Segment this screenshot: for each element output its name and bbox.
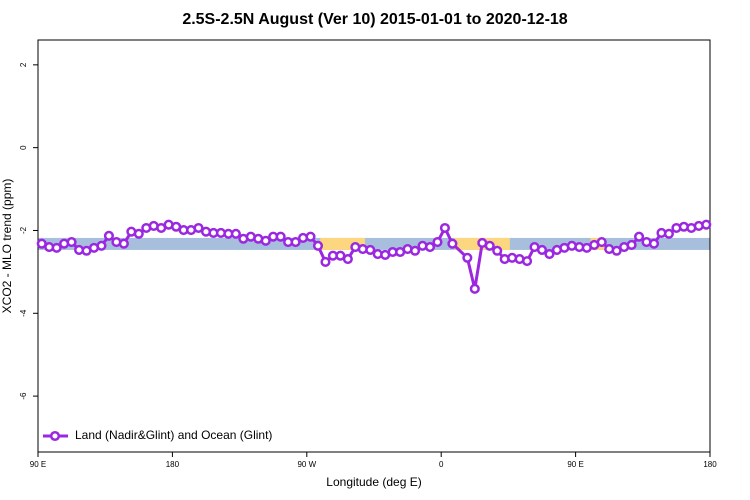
data-point [424, 241, 436, 253]
chart-title: 2.5S-2.5N August (Ver 10) 2015-01-01 to … [182, 11, 567, 28]
data-point [536, 244, 548, 255]
data-point [103, 230, 114, 241]
data-point [410, 245, 421, 256]
y-axis-label: XCO2 - MLO trend (ppm) [0, 179, 14, 314]
x-axis-label: Longitude (deg E) [326, 475, 421, 489]
data-point [320, 256, 331, 267]
data-point [193, 222, 204, 234]
data-point [432, 237, 443, 248]
x-tick-label: 90 E [567, 460, 583, 469]
y-tick-label: -6 [19, 392, 28, 400]
data-point [51, 242, 62, 253]
data-point [663, 228, 674, 239]
legend-label: Land (Nadir&Glint) and Ocean (Glint) [75, 428, 272, 442]
x-tick-label: 90 W [297, 460, 316, 469]
data-point [447, 238, 458, 249]
y-tick-label: 0 [19, 145, 28, 150]
data-point [365, 244, 376, 255]
data-point [230, 228, 241, 239]
data-point [462, 252, 473, 263]
y-tick-label: -2 [19, 226, 28, 234]
data-point [469, 283, 480, 294]
data-point [611, 245, 622, 256]
data-point [484, 240, 495, 251]
data-point [701, 219, 712, 230]
data-point [544, 249, 555, 260]
data-point [260, 235, 271, 246]
x-tick-label: 0 [439, 460, 444, 469]
data-point [492, 245, 503, 256]
data-point [96, 240, 107, 251]
data-point [522, 256, 533, 267]
y-tick-label: -4 [19, 309, 28, 317]
data-point [133, 228, 144, 239]
data-point [305, 231, 316, 242]
data-point [648, 238, 660, 249]
y-tick-label: 2 [19, 62, 28, 67]
data-point [342, 253, 353, 265]
data-point [118, 238, 129, 249]
data-point [290, 237, 301, 248]
data-point [439, 222, 450, 234]
x-tick-label: 180 [703, 460, 717, 469]
x-tick-label: 90 E [30, 460, 46, 469]
data-point [66, 237, 77, 248]
legend-marker [49, 430, 61, 442]
data-point [596, 237, 607, 248]
data-point [275, 231, 286, 242]
data-point [312, 240, 324, 251]
x-tick-label: 180 [166, 460, 180, 469]
data-point [634, 231, 645, 242]
data-point [626, 239, 637, 251]
